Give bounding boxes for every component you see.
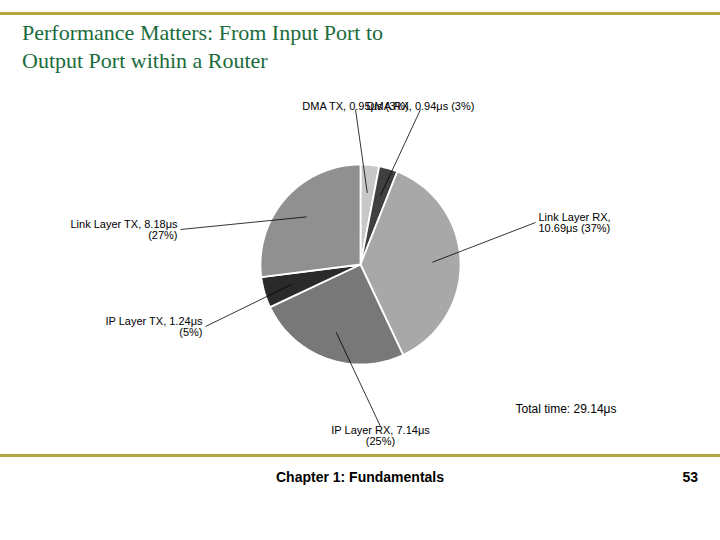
svg-text:Link Layer TX, 8.18μs(27%): Link Layer TX, 8.18μs(27%) <box>70 218 178 241</box>
svg-text:Total time: 29.14μs: Total time: 29.14μs <box>516 402 617 416</box>
html-text:Performance Matters: From Inpu: Performance Matters: From Input Port to … <box>22 20 384 73</box>
svg-text:IP Layer TX, 1.24μs(5%): IP Layer TX, 1.24μs(5%) <box>105 315 203 338</box>
svg-text:DMA RX, 0.94μs (3%): DMA RX, 0.94μs (3%) <box>367 100 475 112</box>
html-text:53: 53 <box>682 469 698 485</box>
svg-text:Link Layer RX,10.69μs (37%): Link Layer RX,10.69μs (37%) <box>539 211 611 234</box>
html-text:Chapter 1: Fundamentals: Chapter 1: Fundamentals <box>276 469 444 485</box>
svg-text:IP Layer RX, 7.14μs(25%): IP Layer RX, 7.14μs(25%) <box>331 424 430 447</box>
svg-text:DMA TX, 0.95μs (3%): DMA TX, 0.95μs (3%) <box>302 99 409 112</box>
